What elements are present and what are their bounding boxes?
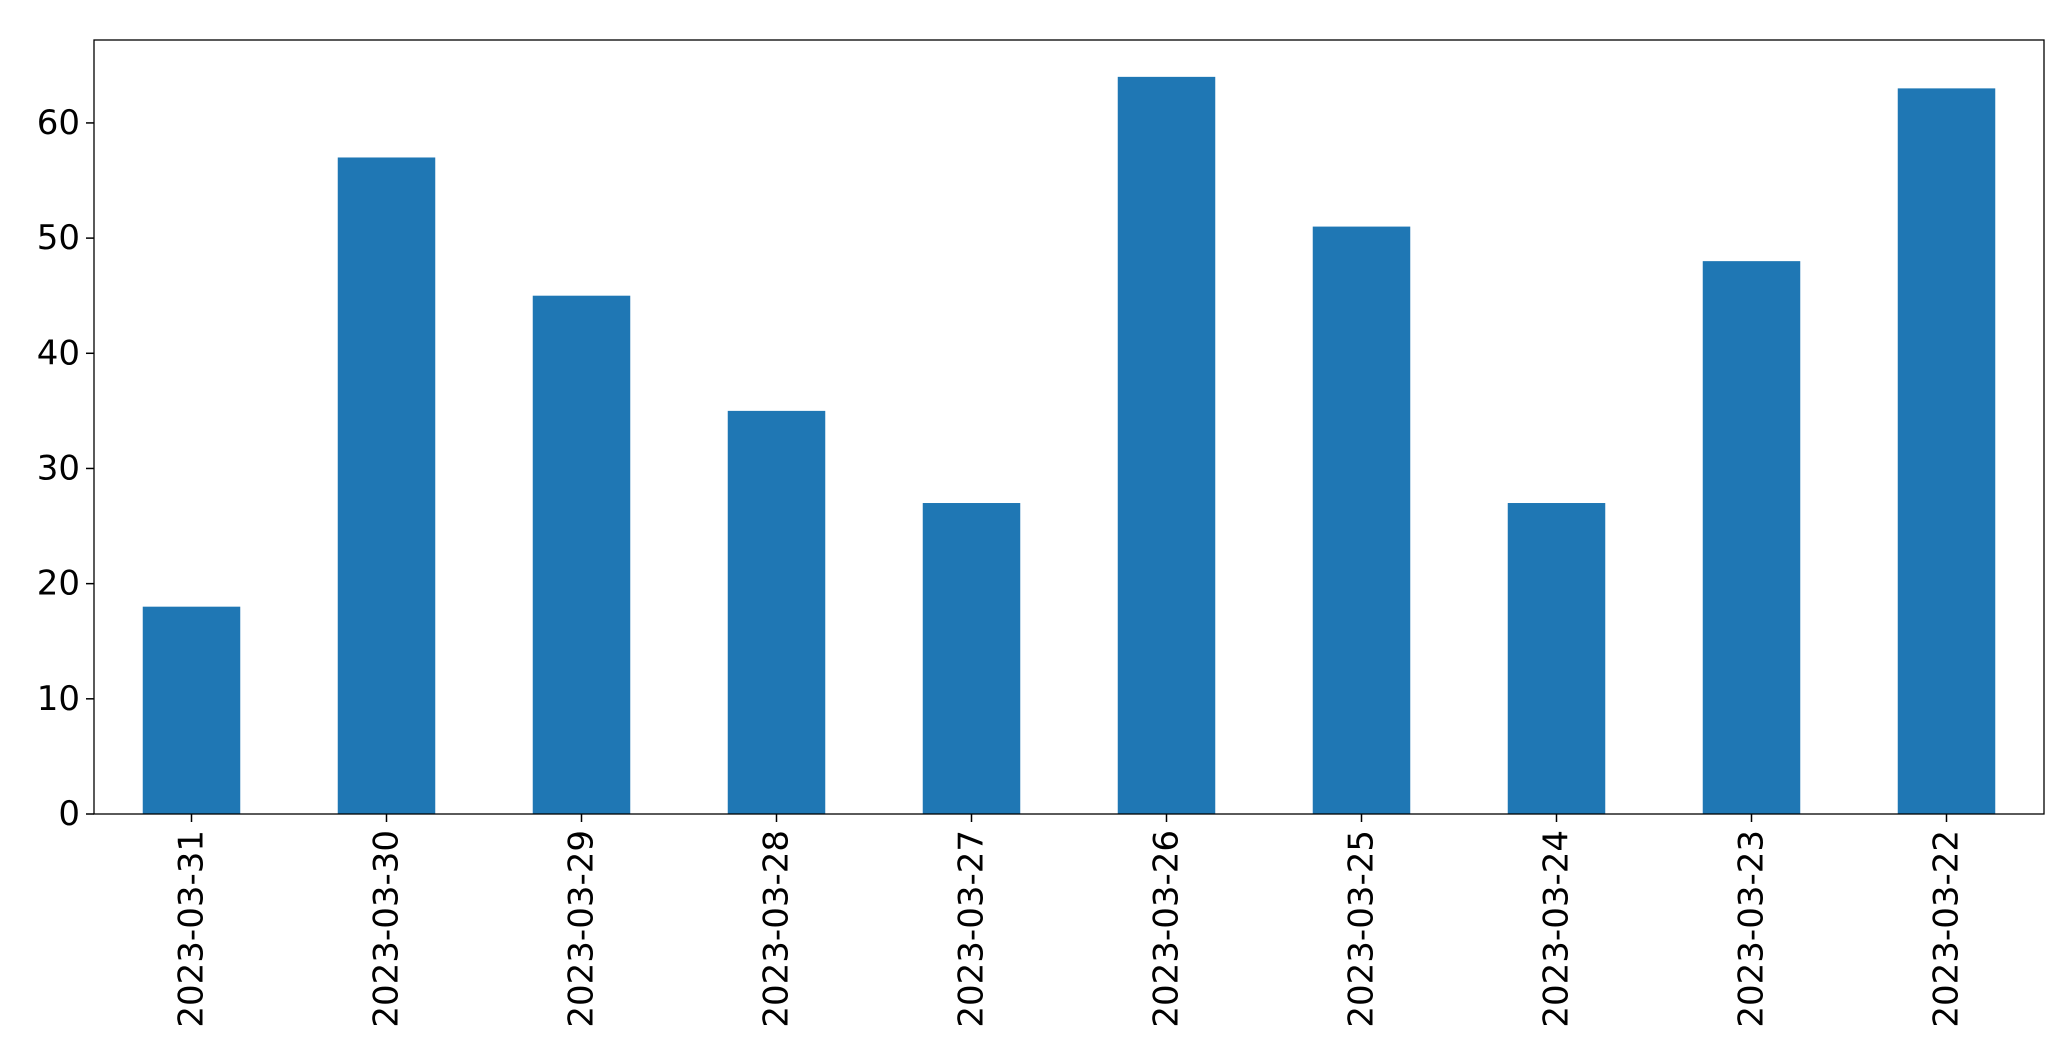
x-tick-label: 2023-03-29	[562, 830, 602, 1028]
bar-2023-03-28	[727, 410, 826, 814]
y-tick-label: 10	[37, 679, 80, 719]
x-tick-label: 2023-03-25	[1342, 830, 1382, 1028]
y-tick-label: 40	[37, 333, 80, 373]
y-tick-label: 30	[37, 448, 80, 488]
x-tick-label: 2023-03-24	[1537, 830, 1577, 1028]
x-tick-label: 2023-03-28	[757, 830, 797, 1028]
y-axis: 0 10 20 30 40 50 60	[37, 103, 94, 834]
bar-2023-03-23	[1702, 261, 1801, 815]
x-tick-label: 2023-03-27	[952, 830, 992, 1028]
y-tick-label: 0	[58, 794, 80, 834]
x-tick-label: 2023-03-23	[1732, 830, 1772, 1028]
y-tick-label: 60	[37, 103, 80, 143]
bar-2023-03-30	[337, 157, 436, 814]
y-tick-label: 50	[37, 218, 80, 258]
x-tick-label: 2023-03-26	[1147, 830, 1187, 1028]
bar-2023-03-24	[1507, 503, 1606, 814]
x-tick-label: 2023-03-30	[367, 830, 407, 1028]
bar-2023-03-29	[532, 295, 631, 815]
x-axis: 2023-03-31 2023-03-30 2023-03-29 2023-03-28…	[172, 814, 1967, 1028]
bar-2023-03-27	[922, 503, 1021, 814]
bars-layer	[142, 76, 1996, 815]
bar-2023-03-26	[1117, 76, 1216, 815]
bar-2023-03-25	[1312, 226, 1411, 814]
y-tick-label: 20	[37, 564, 80, 604]
x-tick-label: 2023-03-31	[172, 830, 212, 1028]
bar-2023-03-31	[142, 606, 241, 814]
x-tick-label: 2023-03-22	[1927, 830, 1967, 1028]
bar-2023-03-22	[1897, 88, 1996, 814]
plot-area-frame	[93, 39, 2045, 815]
